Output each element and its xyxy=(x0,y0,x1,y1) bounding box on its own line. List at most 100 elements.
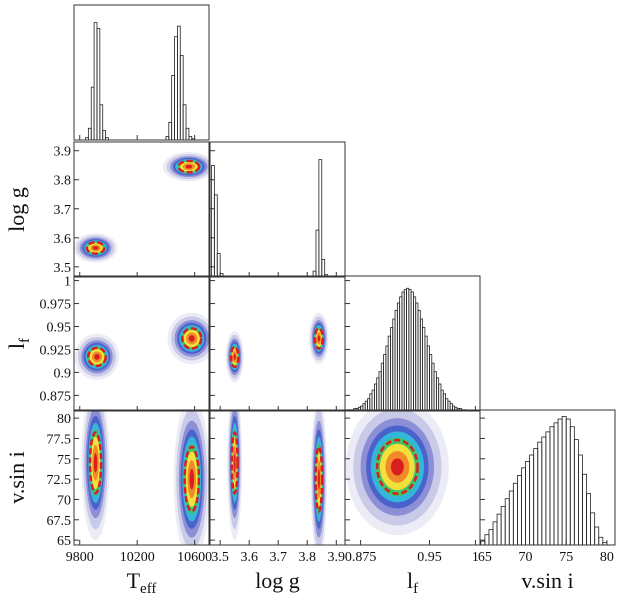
x-tick-label: 70 xyxy=(519,550,533,565)
x-tick-label: 3.7 xyxy=(269,550,287,565)
hist-bar xyxy=(573,439,579,545)
density-level xyxy=(317,335,321,342)
hist-bar xyxy=(500,506,506,545)
contour xyxy=(87,346,107,368)
y-tick-label: 3.8 xyxy=(54,174,72,189)
contour xyxy=(183,445,201,513)
panel xyxy=(346,287,467,411)
x-tick-label: 10600 xyxy=(177,550,212,565)
panel-frame xyxy=(344,275,481,412)
y-tick-label: 80 xyxy=(57,412,71,427)
y-tick-label: 75 xyxy=(57,453,71,468)
y-axis-label-main: log g xyxy=(4,187,29,232)
hist-bar xyxy=(185,127,190,140)
x-axis-label-main: v.sin i xyxy=(521,568,573,593)
y-tick-label: 70 xyxy=(57,493,71,508)
hist-bar xyxy=(213,194,218,277)
panel xyxy=(345,410,449,536)
density-level xyxy=(188,335,195,342)
panel-frame xyxy=(73,4,210,141)
hist-bar xyxy=(96,28,101,140)
y-tick-label: 72.5 xyxy=(47,473,72,488)
contour xyxy=(375,438,419,496)
hist-bar xyxy=(569,426,575,545)
hist-bar xyxy=(549,426,555,545)
hist-bar xyxy=(582,473,587,545)
y-axis-label: log g xyxy=(4,187,29,232)
density-level xyxy=(233,453,236,473)
y-axis-label-main: l xyxy=(4,343,29,349)
hist-bar xyxy=(508,490,514,545)
hist-bar xyxy=(93,22,98,140)
hist-bar xyxy=(586,493,592,545)
x-tick-label: 80 xyxy=(600,550,614,565)
contour xyxy=(230,431,239,495)
x-axis-label-sub: eff xyxy=(140,581,156,597)
y-tick-label: 3.7 xyxy=(54,203,72,218)
hist-bar xyxy=(102,130,106,140)
hist-bar xyxy=(168,121,173,140)
panel xyxy=(74,312,209,380)
hist-bar xyxy=(177,25,181,140)
hist-bar xyxy=(541,436,547,545)
y-tick-label: 3.5 xyxy=(54,261,72,276)
density-level xyxy=(317,468,320,490)
x-axis-label: log g xyxy=(255,568,300,593)
hist-bar xyxy=(90,86,95,140)
hist-bar xyxy=(553,422,559,545)
hist-bar xyxy=(488,529,494,545)
hist-bar xyxy=(521,467,526,545)
x-axis-label-sub: f xyxy=(413,581,418,597)
hist-bar xyxy=(87,127,92,140)
hist-bar xyxy=(537,441,543,545)
hist-bar xyxy=(594,526,600,545)
hist-bar xyxy=(598,536,604,545)
panel xyxy=(211,159,328,277)
x-axis-label-main: log g xyxy=(255,568,300,593)
y-axis-label: v.sin i xyxy=(4,451,29,503)
x-axis-label: Teff xyxy=(127,568,157,597)
panel xyxy=(74,152,209,263)
contour xyxy=(177,159,201,174)
density-level xyxy=(233,353,236,361)
y-tick-label: 3.9 xyxy=(54,145,72,160)
hist-bar xyxy=(578,454,583,545)
hist-bar xyxy=(484,534,490,545)
panel xyxy=(225,312,329,383)
y-axis-label-main: v.sin i xyxy=(4,451,29,503)
y-axis-label-sub: f xyxy=(17,338,33,343)
x-tick-label: 9800 xyxy=(66,550,94,565)
y-tick-label: 65 xyxy=(57,534,71,549)
hist-bar xyxy=(557,418,563,545)
hist-bar xyxy=(517,475,522,545)
panel-frame xyxy=(73,141,210,278)
contour xyxy=(181,327,203,350)
hist-bar xyxy=(105,137,109,140)
density-level xyxy=(93,453,98,473)
density-level xyxy=(390,458,404,476)
x-axis-label-main: T xyxy=(127,568,141,593)
hist-bar xyxy=(533,448,539,545)
panel-frame xyxy=(73,409,210,546)
y-tick-label: 0.875 xyxy=(40,389,72,404)
x-axis-label: v.sin i xyxy=(521,568,573,593)
contour xyxy=(85,240,106,255)
panel xyxy=(480,416,608,545)
y-tick-label: 1 xyxy=(64,275,71,290)
x-tick-label: 0.95 xyxy=(417,550,442,565)
hist-bar xyxy=(565,418,571,545)
hist-bar xyxy=(188,136,193,140)
hist-bar xyxy=(529,454,535,545)
y-tick-label: 0.975 xyxy=(40,298,72,313)
x-tick-label: 3.5 xyxy=(211,550,229,565)
y-tick-label: 67.5 xyxy=(47,514,72,529)
x-tick-label: 0.875 xyxy=(345,550,377,565)
y-tick-label: 0.925 xyxy=(40,343,72,358)
density-level xyxy=(189,468,195,490)
x-axis-label-main: l xyxy=(407,568,413,593)
contour xyxy=(314,445,324,513)
contour xyxy=(313,327,324,350)
y-axis-label: lf xyxy=(4,338,33,349)
hist-bar xyxy=(321,258,326,277)
